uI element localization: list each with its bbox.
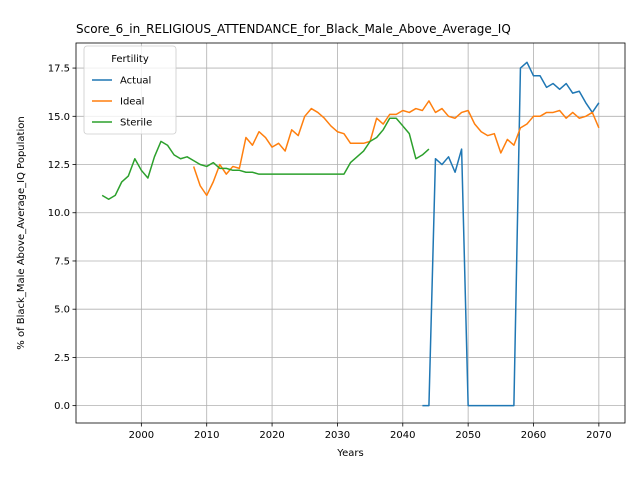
legend: Fertility Actual Ideal Sterile — [83, 45, 177, 135]
y-tick-label: 15.0 — [48, 112, 70, 123]
y-tick-label: 17.5 — [48, 64, 70, 75]
x-tick-label: 2050 — [455, 430, 480, 441]
legend-title: Fertility — [111, 54, 149, 65]
y-tick-label: 10.0 — [48, 208, 70, 219]
series-line-sterile — [101, 117, 430, 200]
x-tick-label: 2060 — [521, 430, 546, 441]
x-tick-label: 2020 — [259, 430, 284, 441]
x-tick-label: 2070 — [586, 430, 611, 441]
x-axis-label: Years — [336, 448, 363, 459]
x-tick-label: 2000 — [129, 430, 154, 441]
y-axis-label: % of Black_Male Above_Average_IQ Populat… — [16, 116, 27, 349]
legend-label-ideal: Ideal — [120, 97, 144, 108]
legend-label-actual: Actual — [120, 76, 151, 87]
legend-label-sterile: Sterile — [120, 118, 152, 129]
series-line-actual — [422, 61, 600, 407]
axis-ticks: 2000 2010 2020 2030 2040 2050 2060 2070 0.0 2.5 5.… — [48, 64, 612, 441]
y-tick-label: 2.5 — [54, 353, 70, 364]
series-line-ideal — [192, 100, 600, 197]
legend-entries: Actual Ideal Sterile — [92, 76, 152, 129]
chart-title: Score_6_in_RELIGIOUS_ATTENDANCE_for_Blac… — [76, 22, 511, 36]
y-tick-label: 5.0 — [54, 305, 70, 316]
series-lines — [101, 61, 600, 407]
y-tick-label: 0.0 — [54, 401, 70, 412]
plot-frame — [75, 42, 626, 424]
x-tick-label: 2030 — [325, 430, 350, 441]
x-tick-label: 2010 — [194, 430, 219, 441]
y-tick-label: 12.5 — [48, 160, 70, 171]
x-tick-label: 2040 — [390, 430, 415, 441]
y-tick-label: 7.5 — [54, 256, 70, 267]
legend-box — [83, 45, 177, 135]
grid-lines — [76, 43, 625, 423]
